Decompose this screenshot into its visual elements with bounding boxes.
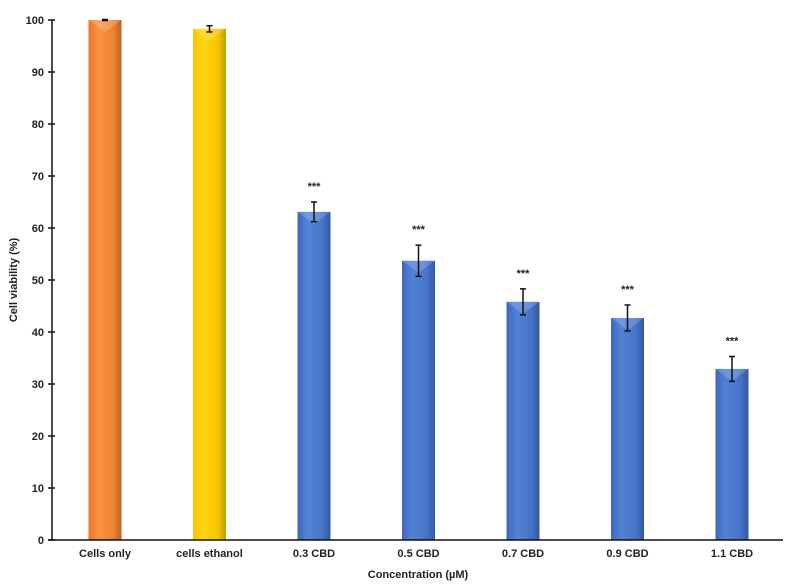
significance-marker: *** (412, 224, 426, 236)
bar-group: *** (506, 268, 540, 540)
x-tick-label: 1.1 CBD (711, 548, 753, 560)
y-tick-label: 0 (38, 535, 44, 547)
bar-group: *** (611, 284, 644, 540)
y-tick-label: 40 (32, 327, 44, 339)
significance-marker: *** (726, 335, 740, 347)
y-axis: 0 10 20 30 40 50 60 70 80 90 100 (26, 15, 55, 547)
y-tick-label: 30 (32, 379, 44, 391)
bar-group: *** (402, 224, 435, 540)
significance-marker: *** (308, 181, 322, 193)
bars: *** *** *** *** *** (88, 18, 749, 541)
x-tick-label: 0.5 CBD (397, 548, 439, 560)
significance-marker: *** (621, 284, 635, 296)
bar (506, 301, 540, 540)
x-tick-label: 0.7 CBD (502, 548, 544, 560)
bar-bevel (193, 28, 226, 41)
bar (193, 28, 226, 541)
bar (88, 20, 122, 540)
y-axis-title: Cell viability (%) (8, 237, 20, 322)
y-tick-label: 100 (26, 15, 44, 27)
bar (402, 260, 435, 540)
x-tick-label: cells ethanol (176, 548, 243, 560)
x-tick-label: 0.3 CBD (293, 548, 335, 560)
bar (715, 368, 749, 540)
bar-group: *** (297, 181, 331, 540)
y-tick-label: 70 (32, 171, 44, 183)
y-tick-label: 50 (32, 275, 44, 287)
y-tick-label: 10 (32, 483, 44, 495)
x-tick-label: Cells only (79, 548, 132, 560)
x-axis-title: Concentration (µM) (368, 569, 469, 581)
bar-group (193, 24, 226, 541)
y-tick-label: 60 (32, 223, 44, 235)
bar (611, 317, 644, 540)
bar-group: *** (715, 335, 749, 540)
x-axis: Cells only cells ethanol 0.3 CBD 0.5 CBD 0.7… (48, 539, 783, 560)
significance-marker: *** (517, 268, 531, 280)
bar (297, 211, 331, 540)
bar-bevel (88, 20, 122, 32)
bar-group (88, 18, 122, 540)
y-tick-label: 90 (32, 67, 44, 79)
x-tick-label: 0.9 CBD (606, 548, 648, 560)
y-tick-label: 20 (32, 431, 44, 443)
y-tick-label: 80 (32, 119, 44, 131)
